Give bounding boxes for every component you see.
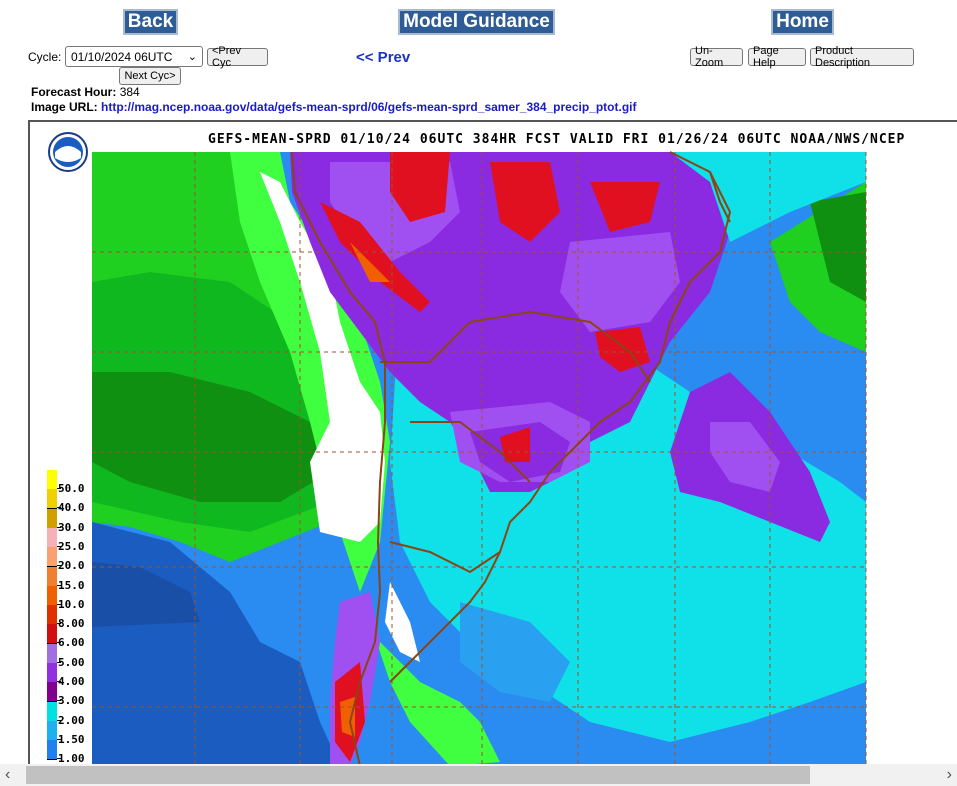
image-url-label: Image URL:: [31, 100, 98, 114]
legend-label: 30.0: [58, 520, 85, 534]
forecast-hour-label: Forecast Hour:: [31, 85, 117, 99]
legend-swatch: [47, 740, 57, 761]
legend-tick: [57, 738, 61, 740]
legend-item: 30.0: [46, 508, 116, 534]
legend-label: 6.00: [58, 636, 85, 650]
legend-label: 40.0: [58, 501, 85, 515]
legend-tick: [57, 719, 61, 721]
precip-map-graphic: [48, 132, 867, 764]
image-url-row: Image URL: http://mag.ncep.noaa.gov/data…: [31, 100, 637, 114]
legend-tick: [57, 623, 61, 625]
legend-tick: [57, 681, 61, 682]
legend-swatch: [47, 682, 57, 703]
prev-link[interactable]: << Prev: [356, 49, 411, 66]
legend-item: 50.0: [46, 470, 116, 495]
legend-swatch: [47, 585, 57, 606]
noaa-logo: [48, 132, 88, 172]
legend-swatch: [47, 566, 57, 587]
forecast-hour-row: Forecast Hour: 384: [31, 85, 140, 99]
legend-label: 8.00: [58, 617, 85, 631]
legend-swatch: [47, 663, 57, 683]
legend-swatch: [47, 701, 57, 722]
legend-tick: [57, 700, 61, 702]
legend-swatch: [47, 547, 57, 568]
legend-label: 5.00: [58, 655, 85, 669]
legend-label: 1.00: [58, 752, 85, 766]
legend-tick: [57, 526, 61, 528]
legend-swatch: [47, 643, 57, 664]
cycle-label: Cycle:: [28, 50, 62, 64]
legend-label: 4.00: [58, 675, 85, 688]
chevron-down-icon: ⌄: [187, 51, 197, 63]
legend-swatch: [47, 508, 57, 529]
legend-tick: [57, 661, 61, 663]
legend-tick: [57, 642, 61, 644]
legend-item: 5.00: [46, 643, 116, 669]
legend-label: 10.0: [58, 597, 85, 611]
model-guidance-button[interactable]: Model Guidance: [398, 9, 555, 35]
legend-swatch: [47, 470, 57, 490]
legend-item: 20.0: [46, 547, 116, 572]
scroll-right-icon[interactable]: ›: [946, 766, 952, 783]
legend-swatch: [47, 527, 57, 548]
back-button[interactable]: Back: [123, 9, 178, 35]
legend-item: 4.00: [46, 663, 116, 688]
page-help-button[interactable]: Page Help: [748, 45, 806, 69]
prev-cycle-button[interactable]: <Prev Cyc: [207, 45, 268, 69]
next-cycle-button[interactable]: Next Cyc>: [119, 67, 181, 85]
legend-tick: [57, 565, 61, 567]
forecast-map-image[interactable]: [28, 120, 957, 764]
legend-swatch: [47, 605, 57, 626]
legend-item: 1.50: [46, 720, 116, 746]
legend-label: 15.0: [58, 578, 85, 592]
image-url-link[interactable]: http://mag.ncep.noaa.gov/data/gefs-mean-…: [101, 100, 637, 114]
legend-label: 20.0: [58, 559, 85, 573]
cycle-select[interactable]: 01/10/2024 06UTC ⌄: [65, 46, 203, 67]
legend-label: 25.0: [58, 539, 85, 553]
legend-swatch: [47, 489, 57, 510]
legend-tick: [57, 584, 61, 586]
legend-item: 8.00: [46, 605, 116, 630]
legend-item: 15.0: [46, 566, 116, 592]
forecast-hour-value: 384: [119, 85, 140, 99]
legend-tick: [57, 488, 61, 489]
home-button[interactable]: Home: [771, 9, 834, 35]
legend-item: 6.00: [46, 624, 116, 649]
legend-swatch: [47, 720, 57, 741]
legend-label: 2.00: [58, 713, 85, 727]
legend-tick: [57, 545, 61, 547]
legend-label: 50.0: [58, 482, 85, 495]
legend-item: 3.00: [46, 682, 116, 707]
legend-item: 40.0: [46, 489, 116, 514]
legend-label: 1.50: [58, 732, 85, 746]
legend-swatch: [47, 624, 57, 645]
unzoom-button[interactable]: Un-Zoom: [690, 45, 743, 69]
product-description-button[interactable]: Product Description: [810, 45, 914, 69]
map-title: GEFS-MEAN-SPRD 01/10/24 06UTC 384HR FCST…: [208, 132, 906, 147]
cycle-select-value: 01/10/2024 06UTC: [71, 49, 173, 64]
horizontal-scrollbar[interactable]: ‹ ›: [0, 764, 957, 786]
legend-tick: [57, 758, 61, 760]
scroll-left-icon[interactable]: ‹: [5, 766, 11, 783]
legend-item: 1.00: [46, 740, 116, 765]
legend-tick: [57, 603, 61, 605]
legend-item: 2.00: [46, 701, 116, 727]
legend-tick: [57, 507, 61, 509]
legend-item: 10.0: [46, 585, 116, 611]
legend-label: 3.00: [58, 694, 85, 708]
legend-item: 25.0: [46, 527, 116, 553]
scrollbar-thumb[interactable]: [26, 766, 810, 784]
